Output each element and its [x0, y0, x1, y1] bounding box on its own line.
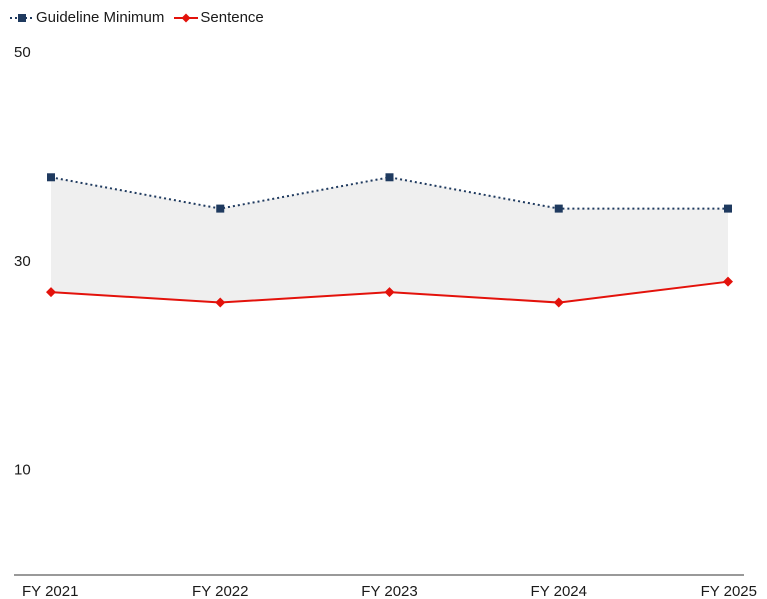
- legend-label-sentence: Sentence: [200, 9, 264, 26]
- data-point-sentence: [553, 297, 564, 308]
- x-tick-label: FY 2021: [22, 583, 78, 599]
- data-point-guideline-minimum: [216, 204, 225, 213]
- data-point-guideline-minimum: [554, 204, 563, 213]
- x-tick-label: FY 2025: [701, 583, 757, 599]
- y-tick-label: 50: [14, 44, 31, 61]
- legend-swatch-guideline-minimum: [10, 14, 34, 22]
- data-point-sentence: [723, 276, 733, 287]
- x-tick-label: FY 2022: [192, 583, 248, 599]
- y-tick-label: 30: [14, 253, 31, 270]
- legend-item-guideline-minimum[interactable]: Guideline Minimum: [10, 8, 164, 28]
- data-point-sentence: [384, 287, 395, 298]
- chart-legend: Guideline Minimum Sentence: [10, 8, 274, 28]
- data-point-sentence: [46, 287, 56, 298]
- x-tick-label: FY 2023: [361, 583, 417, 599]
- x-tick-label: FY 2024: [531, 583, 587, 599]
- tick-label-layer: 10 30 50 FY 2021 FY 2022 FY 2023 FY 2024 FY 202…: [14, 44, 757, 599]
- data-point-guideline-minimum: [724, 204, 732, 213]
- band-fill-layer: [51, 177, 728, 303]
- data-point-sentence: [215, 297, 226, 308]
- data-point-guideline-minimum: [385, 173, 394, 182]
- legend-swatch-sentence: [174, 13, 199, 23]
- legend-label-guideline-minimum: Guideline Minimum: [36, 9, 165, 26]
- series-layer: [46, 173, 733, 308]
- data-point-guideline-minimum: [47, 173, 55, 182]
- y-tick-label: 10: [14, 462, 31, 479]
- band-between-series: [51, 177, 728, 303]
- legend-item-sentence[interactable]: Sentence: [174, 8, 264, 28]
